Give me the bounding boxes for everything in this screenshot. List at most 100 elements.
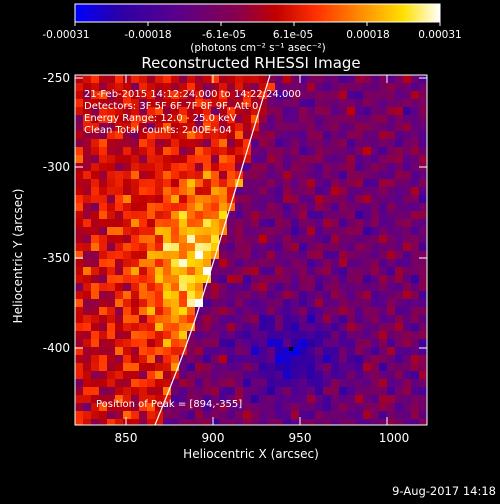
image-pixel <box>131 171 140 180</box>
image-pixel <box>99 347 108 356</box>
image-pixel <box>107 371 116 380</box>
image-pixel <box>155 227 164 236</box>
image-pixel <box>171 187 180 196</box>
image-pixel <box>83 267 92 276</box>
image-pixel <box>283 339 292 348</box>
image-pixel <box>195 347 204 356</box>
image-pixel <box>123 291 132 300</box>
image-pixel <box>339 299 348 308</box>
image-pixel <box>99 171 108 180</box>
image-pixel <box>355 411 364 420</box>
image-pixel <box>99 387 108 396</box>
image-pixel <box>267 219 276 228</box>
image-pixel <box>243 411 252 420</box>
image-pixel <box>131 371 140 380</box>
image-pixel <box>395 131 404 140</box>
image-pixel <box>115 411 124 420</box>
image-pixel <box>219 259 228 268</box>
image-pixel <box>387 171 396 180</box>
image-pixel <box>291 363 300 372</box>
image-pixel <box>179 283 188 292</box>
image-pixel <box>355 275 364 284</box>
image-pixel <box>147 315 156 324</box>
image-pixel <box>139 227 148 236</box>
image-pixel <box>179 243 188 252</box>
image-pixel <box>219 331 228 340</box>
image-pixel <box>283 131 292 140</box>
image-pixel <box>171 275 180 284</box>
image-pixel <box>331 395 340 404</box>
image-pixel <box>227 339 236 348</box>
image-pixel <box>267 283 276 292</box>
image-pixel <box>195 179 204 188</box>
image-pixel <box>75 139 84 148</box>
image-pixel <box>155 235 164 244</box>
image-pixel <box>227 291 236 300</box>
image-pixel <box>283 123 292 132</box>
image-pixel <box>203 115 212 124</box>
image-pixel <box>387 275 396 284</box>
image-pixel <box>179 195 188 204</box>
image-pixel <box>243 83 252 92</box>
image-pixel <box>75 419 84 425</box>
image-pixel <box>363 155 372 164</box>
image-pixel <box>403 251 412 260</box>
image-pixel <box>395 315 404 324</box>
image-pixel <box>291 139 300 148</box>
image-pixel <box>219 347 228 356</box>
image-pixel <box>115 171 124 180</box>
image-pixel <box>107 259 116 268</box>
image-pixel <box>259 339 268 348</box>
image-pixel <box>331 187 340 196</box>
image-pixel <box>251 131 260 140</box>
image-pixel <box>179 395 188 404</box>
image-pixel <box>203 211 212 220</box>
image-pixel <box>75 411 84 420</box>
image-pixel <box>115 315 124 324</box>
image-pixel <box>83 347 92 356</box>
image-pixel <box>139 187 148 196</box>
image-pixel <box>195 283 204 292</box>
image-pixel <box>171 123 180 132</box>
image-pixel <box>139 387 148 396</box>
image-pixel <box>363 195 372 204</box>
image-pixel <box>395 179 404 188</box>
image-pixel <box>147 171 156 180</box>
image-pixel <box>411 147 420 156</box>
info-detectors: Detectors: 3F 5F 6F 7F 8F 9F, Att 0 <box>84 101 258 112</box>
image-pixel <box>363 83 372 92</box>
image-pixel <box>115 251 124 260</box>
image-pixel <box>315 235 324 244</box>
image-pixel <box>387 259 396 268</box>
image-pixel <box>163 219 172 228</box>
image-pixel <box>131 395 140 404</box>
image-pixel <box>267 259 276 268</box>
image-pixel <box>211 203 220 212</box>
image-pixel <box>267 403 276 412</box>
image-pixel <box>355 299 364 308</box>
image-pixel <box>291 99 300 108</box>
image-pixel <box>251 203 260 212</box>
image-pixel <box>243 155 252 164</box>
image-pixel <box>83 275 92 284</box>
image-pixel <box>419 323 427 332</box>
image-pixel <box>299 323 308 332</box>
image-pixel <box>291 259 300 268</box>
image-pixel <box>243 179 252 188</box>
image-pixel <box>371 123 380 132</box>
image-pixel <box>235 403 244 412</box>
image-pixel <box>203 259 212 268</box>
image-pixel <box>315 171 324 180</box>
image-pixel <box>419 411 427 420</box>
image-pixel <box>379 315 388 324</box>
image-pixel <box>123 179 132 188</box>
image-pixel <box>187 411 196 420</box>
image-pixel <box>275 363 284 372</box>
image-pixel <box>411 243 420 252</box>
image-pixel <box>139 131 148 140</box>
image-pixel <box>323 323 332 332</box>
image-pixel <box>363 299 372 308</box>
image-pixel <box>219 267 228 276</box>
image-pixel <box>147 307 156 316</box>
image-pixel <box>267 123 276 132</box>
